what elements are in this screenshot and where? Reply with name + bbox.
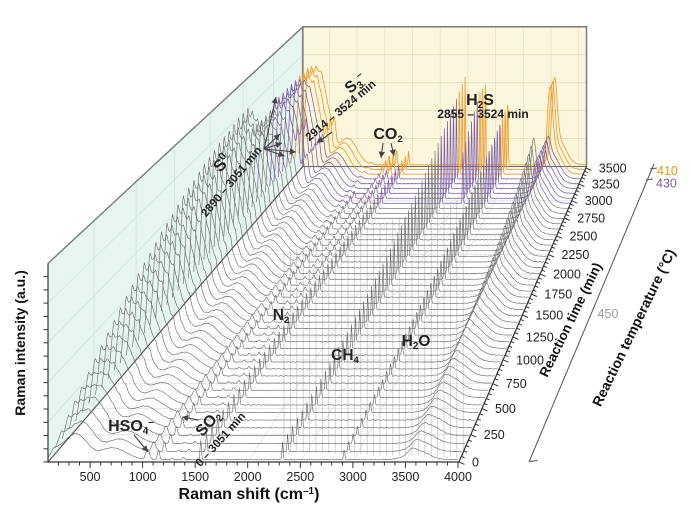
svg-text:1000: 1000 bbox=[516, 353, 544, 367]
svg-text:H2S: H2S bbox=[466, 92, 494, 111]
svg-text:2500: 2500 bbox=[286, 470, 314, 484]
svg-text:3250: 3250 bbox=[592, 178, 620, 192]
svg-text:450: 450 bbox=[598, 307, 619, 321]
svg-text:2250: 2250 bbox=[562, 248, 590, 262]
svg-text:2500: 2500 bbox=[570, 229, 598, 243]
svg-text:Raman intensity (a.u.): Raman intensity (a.u.) bbox=[12, 270, 28, 415]
svg-text:1750: 1750 bbox=[544, 288, 572, 302]
svg-text:0: 0 bbox=[472, 456, 479, 470]
svg-text:1250: 1250 bbox=[526, 331, 554, 345]
svg-text:CO2: CO2 bbox=[373, 126, 402, 145]
svg-text:Raman shift (cm–1): Raman shift (cm–1) bbox=[179, 486, 320, 504]
svg-text:3500: 3500 bbox=[391, 470, 419, 484]
svg-text:250: 250 bbox=[484, 428, 505, 442]
svg-text:3500: 3500 bbox=[599, 162, 627, 176]
svg-text:1000: 1000 bbox=[129, 470, 157, 484]
svg-text:2855 – 3524 min: 2855 – 3524 min bbox=[437, 107, 528, 121]
svg-text:1500: 1500 bbox=[535, 309, 563, 323]
svg-text:HSO4–: HSO4– bbox=[108, 417, 154, 437]
svg-text:CH4: CH4 bbox=[331, 347, 359, 366]
svg-text:2000: 2000 bbox=[234, 470, 262, 484]
svg-text:500: 500 bbox=[495, 402, 516, 416]
svg-text:750: 750 bbox=[506, 377, 527, 391]
svg-text:500: 500 bbox=[80, 470, 101, 484]
svg-text:H2O: H2O bbox=[402, 333, 431, 352]
svg-text:410: 410 bbox=[657, 164, 678, 178]
svg-text:2000: 2000 bbox=[553, 268, 581, 282]
svg-text:4000: 4000 bbox=[444, 470, 472, 484]
svg-text:2750: 2750 bbox=[577, 212, 605, 226]
svg-text:3000: 3000 bbox=[585, 194, 613, 208]
svg-text:1500: 1500 bbox=[181, 470, 209, 484]
svg-text:430: 430 bbox=[656, 177, 677, 191]
svg-text:3000: 3000 bbox=[339, 470, 367, 484]
